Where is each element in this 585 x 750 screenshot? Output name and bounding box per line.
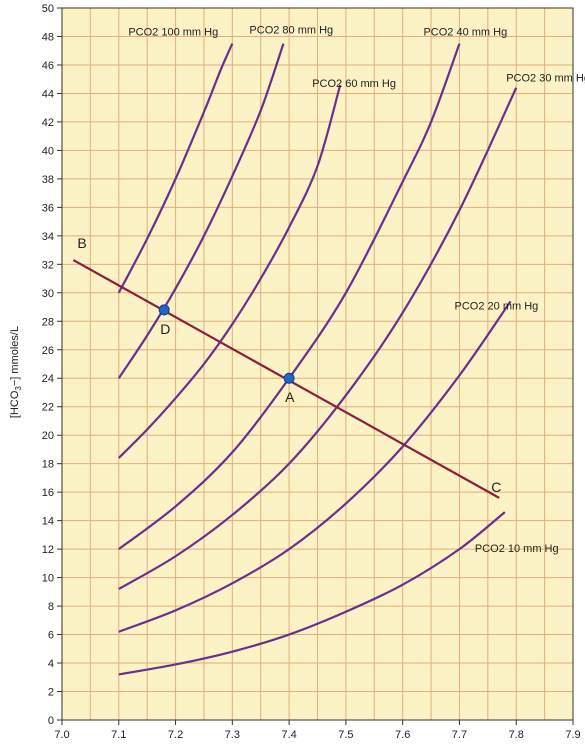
x-tick-label: 7.2 bbox=[168, 729, 183, 741]
y-tick-label: 30 bbox=[42, 288, 54, 300]
isobar-line-3 bbox=[118, 43, 461, 550]
x-tick-label: 7.4 bbox=[281, 729, 296, 741]
y-tick-label: 28 bbox=[42, 316, 54, 328]
x-tick-label: 7.7 bbox=[452, 729, 467, 741]
y-tick-label: 22 bbox=[42, 402, 54, 414]
isobar-label-4: PCO2 30 mm Hg bbox=[506, 73, 585, 85]
x-tick-label: 7.9 bbox=[565, 729, 580, 741]
point-D bbox=[158, 304, 170, 316]
y-axis-label: [HCO3−] mmoles/L bbox=[9, 326, 23, 418]
y-tick-label: 10 bbox=[42, 573, 54, 585]
y-tick-label: 4 bbox=[48, 658, 54, 670]
isobar-line-5 bbox=[118, 300, 512, 633]
isobar-line-6 bbox=[118, 511, 506, 676]
y-tick-label: 34 bbox=[42, 231, 54, 243]
isobar-label-3: PCO2 40 mm Hg bbox=[423, 27, 507, 39]
y-tick-label: 0 bbox=[48, 715, 54, 727]
isobar-line-2 bbox=[117, 84, 342, 459]
y-tick-label: 46 bbox=[42, 60, 54, 72]
y-tick-label: 48 bbox=[42, 31, 54, 43]
isobar-label-1: PCO2 80 mm Hg bbox=[249, 25, 333, 37]
x-tick-label: 7.5 bbox=[338, 729, 353, 741]
y-tick-label: 12 bbox=[42, 544, 54, 556]
x-tick-label: 7.0 bbox=[54, 729, 69, 741]
y-tick-label: 40 bbox=[42, 145, 54, 157]
y-tick-label: 14 bbox=[42, 516, 54, 528]
y-tick-label: 50 bbox=[42, 3, 54, 15]
plot-frame bbox=[61, 7, 574, 721]
x-tick-label: 7.6 bbox=[395, 729, 410, 741]
y-tick-label: 42 bbox=[42, 117, 54, 129]
y-tick-label: 24 bbox=[42, 373, 54, 385]
y-tick-label: 18 bbox=[42, 459, 54, 471]
point-label-A: A bbox=[285, 389, 295, 405]
y-tick-label: 20 bbox=[42, 430, 54, 442]
y-tick-label: 6 bbox=[48, 630, 54, 642]
isobar-label-5: PCO2 20 mm Hg bbox=[455, 300, 539, 312]
y-tick-label: 36 bbox=[42, 202, 54, 214]
y-tick-label: 32 bbox=[42, 259, 54, 271]
y-tick-label: 16 bbox=[42, 487, 54, 499]
line-label-C: C bbox=[491, 479, 501, 495]
x-tick-label: 7.1 bbox=[111, 729, 126, 741]
y-tick-label: 38 bbox=[42, 174, 54, 186]
y-tick-label: 2 bbox=[48, 687, 54, 699]
y-tick-label: 8 bbox=[48, 601, 54, 613]
y-tick-label: 44 bbox=[42, 88, 54, 100]
y-tick-label: 26 bbox=[42, 345, 54, 357]
line-label-B: B bbox=[77, 235, 86, 251]
isobar-label-6: PCO2 10 mm Hg bbox=[475, 543, 559, 555]
x-tick-label: 7.3 bbox=[225, 729, 240, 741]
point-label-D: D bbox=[160, 321, 170, 337]
isobar-line-0 bbox=[117, 43, 234, 294]
isobar-line-1 bbox=[117, 43, 285, 379]
isobar-label-0: PCO2 100 mm Hg bbox=[128, 27, 218, 39]
point-A bbox=[283, 372, 295, 384]
x-tick-label: 7.8 bbox=[509, 729, 524, 741]
isobar-label-2: PCO2 60 mm Hg bbox=[312, 78, 396, 90]
